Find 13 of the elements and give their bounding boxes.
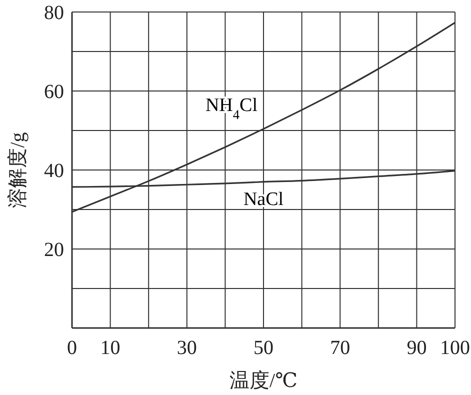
x-tick-label: 30 [176, 337, 197, 359]
y-tick-label: 80 [44, 2, 64, 24]
y-tick-label: 40 [44, 160, 64, 182]
y-axis-title: 溶解度/g [7, 132, 29, 208]
x-tick-label: 90 [406, 337, 427, 359]
x-tick-label: 70 [330, 337, 350, 359]
y-tick-label: 20 [44, 239, 64, 261]
x-tick-label: 50 [254, 337, 274, 359]
y-tick-label: 60 [44, 81, 64, 103]
x-tick-label: 100 [440, 337, 470, 359]
x-tick-label: 10 [100, 337, 120, 359]
x-axis-title: 温度/℃ [230, 370, 298, 392]
x-tick-label: 0 [67, 337, 77, 359]
